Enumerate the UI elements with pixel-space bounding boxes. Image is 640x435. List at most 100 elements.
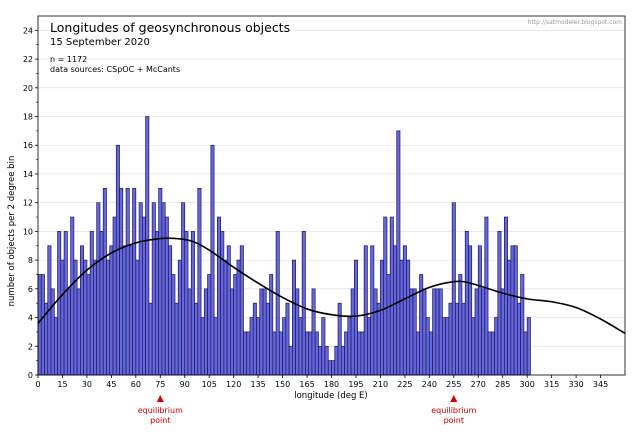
equilibrium-label: point — [150, 416, 170, 425]
histogram-bar — [376, 302, 381, 376]
histogram-bar — [445, 317, 450, 376]
x-tick-label: 255 — [446, 380, 461, 389]
histogram-bar — [471, 317, 476, 376]
histogram-bar — [138, 202, 143, 376]
x-tick-label: 210 — [373, 380, 388, 389]
histogram-bar — [350, 288, 355, 376]
y-tick-label: 12 — [23, 199, 33, 208]
histogram-bar — [363, 245, 368, 376]
histogram-bar — [200, 317, 205, 376]
histogram-bar — [93, 259, 98, 376]
histogram-bar — [285, 302, 290, 376]
histogram-bar — [37, 274, 42, 376]
histogram-bar — [367, 317, 371, 376]
x-tick-label: 120 — [226, 380, 241, 389]
x-tick-label: 75 — [155, 380, 165, 389]
histogram-bar — [510, 245, 515, 376]
data-sources-note: data sources: CSpOC + McCants — [50, 65, 180, 74]
histogram-bar — [477, 245, 482, 376]
x-tick-label: 225 — [397, 380, 412, 389]
histogram-bar — [399, 259, 404, 376]
histogram-bar — [412, 288, 417, 376]
histogram-bar — [340, 345, 345, 376]
histogram-bar — [435, 288, 440, 376]
histogram-bar — [402, 245, 407, 376]
y-tick-label: 14 — [23, 170, 33, 179]
histogram-bar — [230, 288, 235, 376]
equilibrium-arrow-icon — [156, 395, 164, 402]
histogram-bar — [223, 259, 228, 376]
equilibrium-label: equilibrium — [431, 406, 476, 415]
histogram-bar — [497, 231, 502, 376]
histogram-bar — [109, 245, 114, 376]
sample-size-note: n = 1172 — [50, 55, 87, 64]
histogram-bar — [76, 288, 81, 376]
histogram-bar — [396, 130, 401, 376]
x-tick-label: 240 — [422, 380, 437, 389]
histogram-bar — [158, 187, 163, 376]
histogram-bar — [128, 245, 133, 376]
fit-curve — [37, 237, 626, 335]
histogram-bar — [507, 259, 512, 376]
histogram-bar — [171, 274, 176, 376]
y-tick-label: 0 — [28, 371, 33, 380]
histogram-bar — [66, 288, 71, 376]
histogram-bar — [425, 317, 430, 376]
histogram-bar — [311, 288, 316, 376]
histogram-bar — [89, 231, 94, 376]
histogram-bar — [481, 288, 486, 376]
histogram-bar — [490, 331, 495, 376]
histogram-bar — [207, 274, 212, 376]
histogram-bar — [259, 288, 264, 376]
histogram-bar — [57, 231, 62, 376]
y-tick-label: 2 — [28, 342, 33, 351]
y-tick-label: 8 — [28, 256, 33, 265]
histogram-bar — [177, 259, 182, 376]
y-tick-label: 16 — [23, 141, 33, 150]
histogram-bar — [331, 360, 336, 376]
y-tick-label: 22 — [23, 55, 33, 64]
histogram-bar — [190, 231, 195, 376]
histogram-bar — [184, 231, 189, 376]
histogram-bar — [288, 345, 293, 376]
x-tick-label: 315 — [544, 380, 559, 389]
histogram-bar — [112, 216, 117, 376]
histogram-bar — [458, 274, 463, 376]
chart-title: Longitudes of geosynchronous objects — [50, 20, 290, 35]
histogram-bar — [526, 317, 531, 376]
histogram-bar — [438, 288, 443, 376]
histogram-bar — [272, 331, 277, 376]
histogram-bar — [106, 259, 111, 376]
histogram-bar — [174, 302, 179, 376]
histogram-bar — [298, 317, 303, 376]
histogram-bar — [239, 245, 244, 376]
histogram-bar — [422, 288, 427, 376]
histogram-bar — [373, 288, 378, 376]
histogram-bar — [96, 202, 101, 376]
histogram-bar — [386, 274, 391, 376]
y-tick-label: 6 — [28, 285, 33, 294]
x-axis-label: longitude (deg E) — [294, 391, 367, 401]
histogram-bar — [292, 259, 296, 376]
histogram-bar — [168, 245, 173, 376]
histogram-bar — [464, 231, 469, 376]
equilibrium-label: point — [444, 416, 464, 425]
histogram-bar — [301, 231, 306, 376]
histogram-bar — [308, 331, 313, 376]
x-tick-label: 105 — [202, 380, 217, 389]
histogram-bar — [197, 187, 202, 376]
source-url: http://satmodeler.blogspot.com — [528, 19, 623, 26]
histogram-bar — [318, 345, 323, 376]
histogram-bar — [357, 331, 362, 376]
histogram-bar — [406, 259, 411, 376]
x-tick-label: 300 — [520, 380, 535, 389]
histogram-bar — [461, 302, 466, 376]
histogram-bar — [252, 302, 257, 376]
histogram-bar — [448, 302, 453, 376]
histogram-bar — [256, 317, 261, 376]
x-axis-ticks: 0 15 30 45 60 75 90 105 120 135 150 165 180 195 210 225… — [35, 375, 608, 389]
histogram-bar — [275, 231, 280, 376]
histogram-bar — [347, 317, 352, 376]
histogram-bar — [282, 317, 287, 376]
